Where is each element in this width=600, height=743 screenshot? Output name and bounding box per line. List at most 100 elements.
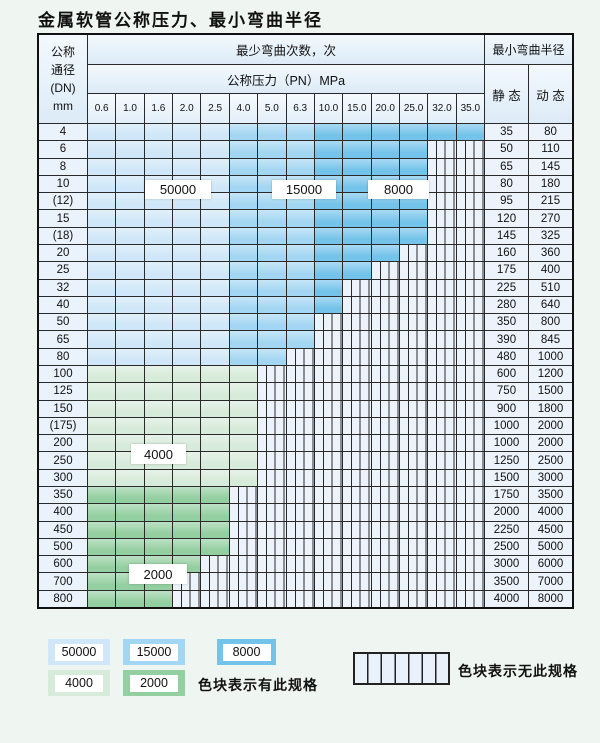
- static-radius-cell: 145: [485, 227, 528, 244]
- pressure-cell: [258, 262, 286, 279]
- pressure-cell: [314, 279, 343, 296]
- pressure-cell: [144, 538, 173, 556]
- dn-cell: 800: [39, 590, 87, 607]
- pressure-cell: [201, 383, 229, 400]
- pressure-cell: [314, 366, 343, 383]
- dynamic-radius-cell: 2000: [529, 435, 572, 452]
- pressure-cell: [201, 400, 229, 417]
- pressure-cell: [144, 158, 173, 175]
- pressure-cell: [371, 124, 399, 141]
- pressure-cell: [456, 279, 484, 296]
- pressure-cell: [88, 175, 116, 193]
- dn-cell: 25: [39, 262, 87, 279]
- pressure-cell: [399, 141, 428, 158]
- pressure-cell: [456, 348, 484, 365]
- pressure-cell: [286, 452, 314, 469]
- dynamic-radius-cell: 1200: [529, 366, 572, 383]
- pressure-cell: [286, 469, 314, 486]
- static-radius-cell: 225: [485, 279, 528, 296]
- static-radius-cell: 1250: [485, 452, 528, 469]
- pressure-cell: [456, 521, 484, 538]
- pressure-cell: [428, 383, 456, 400]
- bend-cycles-header: 最少弯曲次数，次: [88, 35, 484, 64]
- pressure-cell: [258, 210, 286, 227]
- pressure-cell: [258, 158, 286, 175]
- pressure-cell: [456, 556, 484, 573]
- pressure-cell: [229, 227, 258, 244]
- pressure-tick: 32.0: [428, 94, 456, 123]
- pressure-cell: [399, 487, 428, 504]
- static-radius-cell: 900: [485, 400, 528, 417]
- pressure-cell: [456, 366, 484, 383]
- static-radius-cell: 750: [485, 383, 528, 400]
- pressure-cell: [144, 487, 173, 504]
- pressure-cell: [144, 314, 173, 331]
- pressure-cell: [229, 556, 258, 573]
- pressure-cell: [399, 435, 428, 452]
- pressure-cell: [258, 452, 286, 469]
- dn-cell: 8: [39, 158, 87, 175]
- pressure-cell: [343, 158, 371, 175]
- pressure-cell: [456, 538, 484, 556]
- legend-no-spec-text: 色块表示无此规格: [458, 663, 578, 679]
- pressure-cell: [229, 590, 258, 607]
- pressure-cell: [144, 124, 173, 141]
- pressure-cell: [88, 314, 116, 331]
- dynamic-radius-cell: 8000: [529, 590, 572, 607]
- pressure-cell: [88, 366, 116, 383]
- pressure-cell: [343, 521, 371, 538]
- pressure-cell: [343, 452, 371, 469]
- pressure-cell: [314, 538, 343, 556]
- pressure-cell: [343, 193, 371, 210]
- pressure-cell: [116, 279, 144, 296]
- pressure-cell: [343, 348, 371, 365]
- dynamic-radius-cell: 80: [529, 124, 572, 141]
- dynamic-radius-cell: 4000: [529, 504, 572, 521]
- pressure-cell: [286, 590, 314, 607]
- static-radius-cell: 1500: [485, 469, 528, 486]
- pressure-cell: [173, 383, 201, 400]
- pressure-cell: [144, 348, 173, 365]
- static-radius-cell: 35: [485, 124, 528, 141]
- dynamic-radius-cell: 1000: [529, 348, 572, 365]
- pressure-cell: [229, 400, 258, 417]
- pressure-cell: [428, 124, 456, 141]
- static-radius-cell: 1000: [485, 435, 528, 452]
- pressure-cell: [173, 141, 201, 158]
- pressure-cell: [314, 348, 343, 365]
- pressure-cell: [399, 504, 428, 521]
- pressure-cell: [258, 314, 286, 331]
- legend-swatch-label: 50000: [55, 643, 103, 661]
- legend-swatch-8000: 8000: [217, 639, 276, 665]
- nominal-pressure-header: 公称压力（PN）MPa: [88, 65, 484, 93]
- pressure-cell: [428, 227, 456, 244]
- pressure-cell: [314, 469, 343, 486]
- pressure-cell: [88, 590, 116, 607]
- pressure-cell: [286, 573, 314, 590]
- dn-cell: 32: [39, 279, 87, 296]
- pressure-cell: [258, 521, 286, 538]
- pressure-cell: [258, 400, 286, 417]
- pressure-cell: [286, 227, 314, 244]
- pressure-cell: [173, 296, 201, 314]
- pressure-cell: [428, 469, 456, 486]
- pressure-cell: [88, 504, 116, 521]
- pressure-cell: [88, 452, 116, 469]
- pressure-cell: [116, 193, 144, 210]
- pressure-cell: [456, 590, 484, 607]
- pressure-cell: [88, 296, 116, 314]
- pressure-cell: [144, 262, 173, 279]
- pressure-cell: [88, 435, 116, 452]
- pressure-cell: [428, 417, 456, 435]
- static-radius-cell: 120: [485, 210, 528, 227]
- pressure-cell: [116, 141, 144, 158]
- pressure-cell: [88, 124, 116, 141]
- pressure-cell: [258, 538, 286, 556]
- static-radius-cell: 2250: [485, 521, 528, 538]
- pressure-cell: [258, 366, 286, 383]
- pressure-cell: [201, 331, 229, 348]
- pressure-cell: [201, 538, 229, 556]
- pressure-cell: [116, 210, 144, 227]
- dynamic-radius-cell: 800: [529, 314, 572, 331]
